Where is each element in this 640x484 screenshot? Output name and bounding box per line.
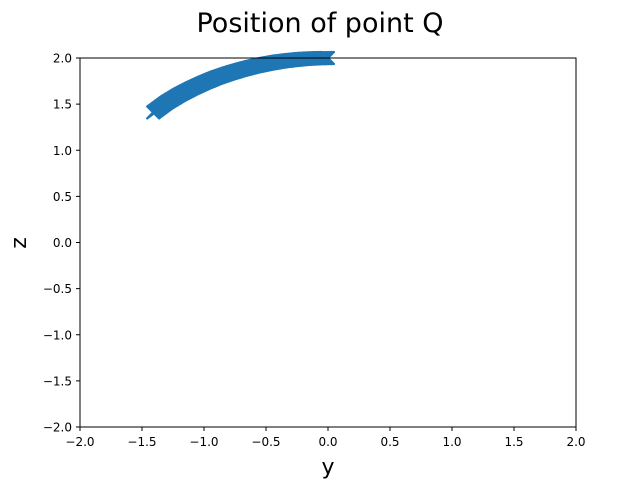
y-tick-label: −1.5 [43,374,72,388]
x-tick-label: −1.5 [127,435,156,449]
y-axis: −2.0 −1.5 −1.0 −0.5 0.0 0.5 1.0 1.5 2.0 [43,52,80,435]
chart-title: Position of point Q [196,8,443,39]
plot-marks [146,50,336,120]
y-tick-label: 0.5 [53,190,72,204]
x-tick-label: −2.0 [65,435,94,449]
y-tick-label: 1.0 [53,144,72,158]
x-tick-label: 1.5 [504,435,523,449]
x-tick-label: −1.0 [189,435,218,449]
y-tick-label: 0.0 [53,236,72,250]
x-axis: −2.0 −1.5 −1.0 −0.5 0.0 0.5 1.0 1.5 2.0 [65,427,586,449]
x-tick-label: −0.5 [251,435,280,449]
y-tick-label: −1.0 [43,328,72,342]
y-tick-label: 2.0 [53,52,72,66]
x-axis-label: y [321,455,334,480]
x-tick-label: 0.5 [380,435,399,449]
x-tick-label: 2.0 [566,435,585,449]
y-tick-label: −2.0 [43,421,72,435]
y-tick-label: 1.5 [53,98,72,112]
x-tick-label: 1.0 [442,435,461,449]
data-point [146,105,161,120]
x-tick-label: 0.0 [318,435,337,449]
y-axis-label: z [7,237,32,249]
y-tick-label: −0.5 [43,282,72,296]
